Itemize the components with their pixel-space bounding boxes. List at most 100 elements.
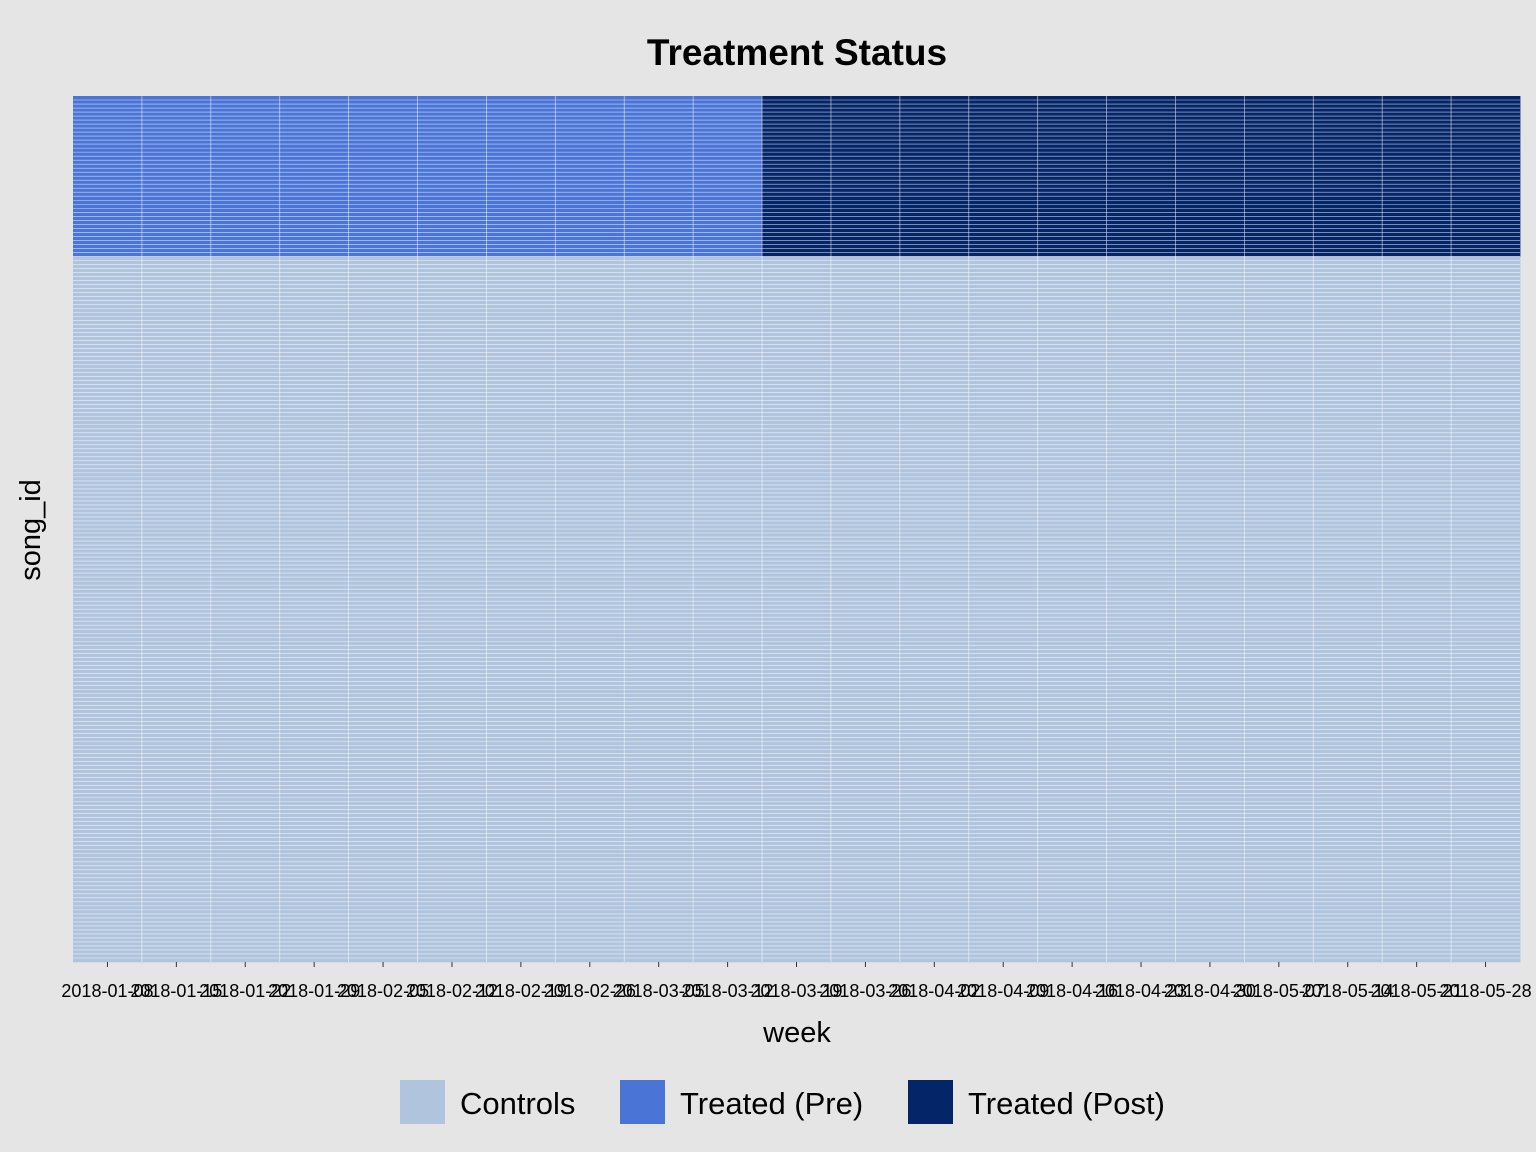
heatmap-cell (899, 877, 970, 883)
heatmap-cell (210, 304, 281, 309)
heatmap-cell (830, 308, 901, 313)
heatmap-cell (830, 216, 901, 221)
heatmap-cell (624, 180, 694, 185)
heatmap-cell (73, 156, 143, 161)
heatmap-cell (624, 128, 694, 133)
heatmap-cell (1382, 144, 1452, 149)
heatmap-cell (762, 280, 832, 285)
heatmap-cell (141, 240, 212, 245)
heatmap-cell (486, 881, 556, 887)
heatmap-cell (141, 472, 212, 478)
heatmap-cell (486, 713, 556, 718)
heatmap-cell (968, 124, 1039, 129)
heatmap-cell (1175, 456, 1245, 462)
heatmap-cell (417, 917, 487, 923)
heatmap-cell (1037, 352, 1107, 357)
heatmap-cell (1313, 929, 1383, 935)
heatmap-cell (1175, 553, 1245, 558)
heatmap-cell (693, 605, 763, 610)
heatmap-cell (830, 649, 901, 654)
heatmap-cell (417, 933, 487, 939)
heatmap-cell (348, 344, 418, 349)
heatmap-cell (830, 541, 901, 546)
heatmap-cell (141, 785, 212, 790)
heatmap-cell (1313, 713, 1383, 718)
heatmap-cell (624, 533, 694, 538)
heatmap-cell (624, 168, 694, 173)
heatmap-cell (486, 593, 556, 598)
heatmap-cell (1313, 96, 1383, 101)
heatmap-cell (1037, 949, 1107, 955)
heatmap-cell (1451, 512, 1521, 518)
heatmap-cell (968, 833, 1039, 839)
heatmap-cell (486, 292, 556, 297)
heatmap-cell (624, 356, 694, 361)
heatmap-cell (141, 420, 212, 426)
heatmap-cell (1106, 148, 1176, 153)
heatmap-cell (210, 340, 281, 345)
heatmap-cell (624, 909, 694, 915)
heatmap-cell (1037, 917, 1107, 923)
heatmap-cell (555, 873, 625, 879)
heatmap-cell (1451, 200, 1521, 205)
heatmap-cell (899, 216, 970, 221)
heatmap-cell (279, 845, 350, 851)
heatmap-cell (1037, 136, 1107, 141)
heatmap-cell (348, 553, 418, 558)
heatmap-cell (1451, 252, 1521, 257)
heatmap-cell (1106, 256, 1176, 261)
heatmap-cell (1244, 565, 1314, 570)
heatmap-cell (624, 541, 694, 546)
heatmap-cell (968, 637, 1039, 642)
heatmap-cell (968, 541, 1039, 546)
heatmap-cell (141, 857, 212, 863)
heatmap-cell (1106, 164, 1176, 169)
heatmap-cell (1451, 440, 1521, 446)
heatmap-cell (1313, 372, 1383, 377)
heatmap-cell (693, 881, 763, 887)
heatmap-cell (624, 132, 694, 137)
heatmap-cell (1244, 252, 1314, 257)
heatmap-cell (417, 404, 487, 410)
heatmap-cell (486, 721, 556, 726)
heatmap-cell (1037, 589, 1107, 594)
heatmap-cell (899, 368, 970, 373)
heatmap-cell (693, 192, 763, 197)
heatmap-cell (279, 741, 350, 746)
heatmap-cell (1106, 488, 1176, 494)
heatmap-cell (279, 737, 350, 742)
heatmap-cell (486, 356, 556, 361)
heatmap-cell (762, 372, 832, 377)
heatmap-cell (968, 176, 1039, 181)
heatmap-cell (1451, 649, 1521, 654)
heatmap-cell (1244, 156, 1314, 161)
heatmap-cell (417, 428, 487, 434)
heatmap-cell (1244, 909, 1314, 915)
heatmap-cell (762, 529, 832, 534)
heatmap-cell (1313, 925, 1383, 931)
heatmap-cell (830, 460, 901, 466)
heatmap-cell (968, 200, 1039, 205)
heatmap-cell (693, 593, 763, 598)
heatmap-cell (1106, 316, 1176, 321)
heatmap-cell (762, 196, 832, 201)
heatmap-cell (417, 328, 487, 333)
heatmap-cell (1106, 553, 1176, 558)
heatmap-cell (830, 601, 901, 606)
heatmap-cell (141, 384, 212, 389)
heatmap-cell (210, 260, 281, 265)
heatmap-cell (1382, 553, 1452, 558)
heatmap-cell (1244, 404, 1314, 410)
heatmap-cell (1451, 837, 1521, 843)
heatmap-cell (210, 573, 281, 578)
heatmap-cell (1382, 444, 1452, 450)
heatmap-cell (830, 781, 901, 786)
heatmap-cell (279, 108, 350, 113)
heatmap-cell (279, 661, 350, 666)
heatmap-cell (279, 613, 350, 618)
heatmap-cell (1382, 825, 1452, 830)
heatmap-cell (279, 400, 350, 406)
heatmap-cell (899, 705, 970, 710)
heatmap-cell (1382, 537, 1452, 542)
heatmap-cell (417, 581, 487, 586)
